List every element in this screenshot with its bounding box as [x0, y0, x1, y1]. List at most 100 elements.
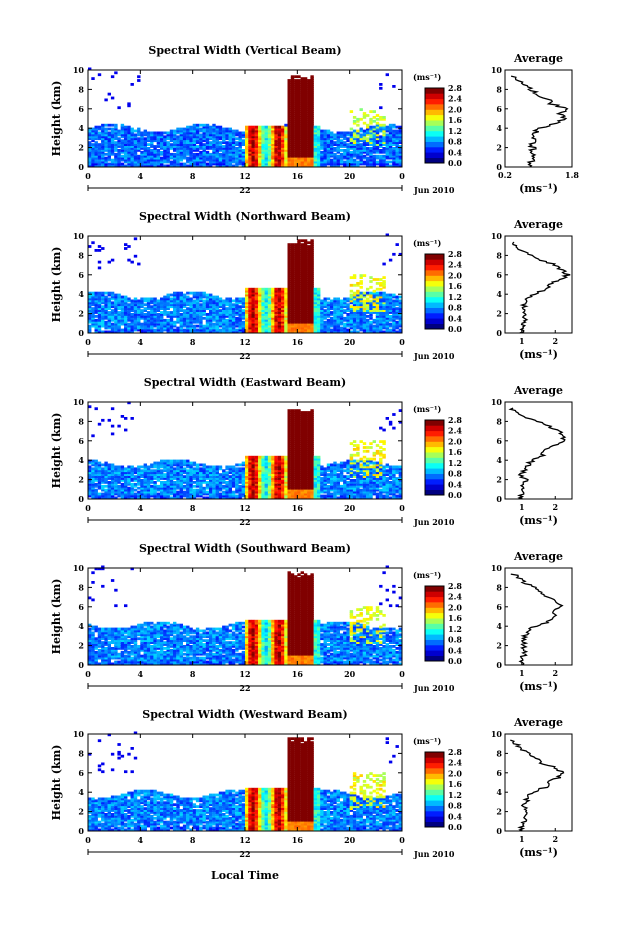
heatmap-cell	[169, 486, 174, 490]
heatmap-cell	[189, 154, 193, 158]
heatmap-cell	[218, 318, 223, 322]
heatmap-cell	[114, 475, 118, 478]
heatmap-cell	[110, 164, 115, 168]
heatmap-cell	[294, 92, 298, 96]
heatmap-cell	[218, 162, 223, 166]
heatmap-cell	[199, 162, 203, 166]
heatmap-cell	[88, 150, 92, 154]
heatmap-cell	[202, 488, 206, 492]
heatmap-cell	[392, 320, 396, 324]
heatmap-cell	[248, 131, 252, 135]
heatmap-cell	[117, 145, 121, 148]
heatmap-cell	[372, 133, 376, 137]
heatmap-cell	[382, 307, 386, 310]
heatmap-cell	[245, 320, 249, 324]
heatmap-cell	[88, 467, 92, 471]
heatmap-cell	[182, 297, 187, 301]
heatmap-cell	[297, 328, 301, 332]
heatmap-cell	[369, 315, 373, 318]
heatmap-cell	[333, 324, 337, 328]
heatmap-cell	[160, 307, 164, 310]
heatmap-cell	[267, 160, 272, 164]
heatmap-cell	[290, 247, 295, 250]
heatmap-cell	[277, 164, 282, 168]
heatmap-cell	[379, 318, 383, 322]
heatmap-cell	[261, 311, 265, 314]
heatmap-cell	[248, 156, 252, 160]
heatmap-cell	[107, 152, 111, 156]
heatmap-cell	[245, 328, 249, 332]
average-y-tick-label: 10	[491, 231, 503, 241]
heatmap-cell	[222, 154, 226, 158]
heatmap-cell	[398, 135, 403, 139]
heatmap-cell	[222, 133, 226, 137]
heatmap-cell	[267, 125, 272, 129]
heatmap-cell	[114, 297, 118, 301]
heatmap-cell	[182, 481, 187, 484]
heatmap-cell	[330, 328, 334, 332]
heatmap-cell	[310, 108, 314, 111]
heatmap-cell	[307, 272, 311, 276]
heatmap-cell	[258, 291, 262, 295]
heatmap-cell	[173, 147, 177, 150]
heatmap-cell	[281, 145, 285, 148]
heatmap-cell	[258, 156, 262, 160]
heatmap-cell	[146, 160, 151, 164]
heatmap-cell	[117, 133, 121, 137]
heatmap-cell	[248, 150, 252, 154]
heatmap-cell	[110, 291, 115, 295]
heatmap-cell	[117, 299, 121, 303]
heatmap-cell	[104, 295, 108, 299]
heatmap-cell	[169, 303, 174, 307]
heatmap-cell	[192, 305, 197, 309]
heatmap-cell	[369, 324, 373, 328]
heatmap-cell	[133, 471, 138, 475]
heatmap-cell	[163, 137, 167, 141]
heatmap-cell	[166, 459, 170, 463]
heatmap-cell	[297, 322, 301, 326]
heatmap-cell	[271, 154, 275, 158]
heatmap-cell	[231, 147, 236, 150]
heatmap-cell	[326, 322, 331, 326]
heatmap-cell	[307, 149, 311, 152]
heatmap-cell	[385, 301, 389, 305]
heatmap-cell	[91, 320, 95, 324]
heatmap-cell	[313, 293, 318, 297]
heatmap-cell	[189, 471, 193, 475]
heatmap-cell	[179, 150, 183, 154]
heatmap-cell	[88, 481, 92, 484]
heatmap-cell	[388, 330, 393, 334]
heatmap-cell	[339, 307, 344, 310]
heatmap-cell	[294, 75, 298, 79]
heatmap-cell	[218, 131, 223, 135]
heatmap-cell	[284, 287, 288, 291]
heatmap-cell	[274, 295, 278, 299]
heatmap-cell	[235, 303, 239, 307]
heatmap-cell	[186, 473, 190, 476]
heatmap-cell	[88, 156, 92, 160]
heatmap-cell	[271, 326, 275, 330]
heatmap-cell	[97, 475, 102, 478]
heatmap-cell	[369, 133, 373, 137]
heatmap-cell	[290, 106, 295, 110]
heatmap-cell	[91, 154, 95, 158]
heatmap-cell	[303, 274, 308, 277]
heatmap-cell	[248, 133, 252, 137]
heatmap-cell	[339, 315, 344, 318]
heatmap-cell	[366, 322, 370, 326]
heatmap-cell	[235, 164, 239, 168]
heatmap-cell	[192, 473, 197, 476]
heatmap-cell	[140, 301, 144, 305]
heatmap-cell	[195, 303, 200, 307]
heatmap-cell	[117, 477, 121, 480]
heatmap-cell	[382, 137, 386, 141]
heatmap-cell	[254, 322, 259, 326]
heatmap-cell	[284, 158, 288, 162]
heatmap-cell	[146, 149, 151, 152]
heatmap-cell	[343, 316, 347, 320]
heatmap-cell	[222, 141, 226, 144]
y-tick-label: 10	[73, 231, 85, 241]
heatmap-cell	[150, 162, 154, 166]
heatmap-cell	[330, 311, 334, 314]
heatmap-cell	[97, 307, 102, 310]
